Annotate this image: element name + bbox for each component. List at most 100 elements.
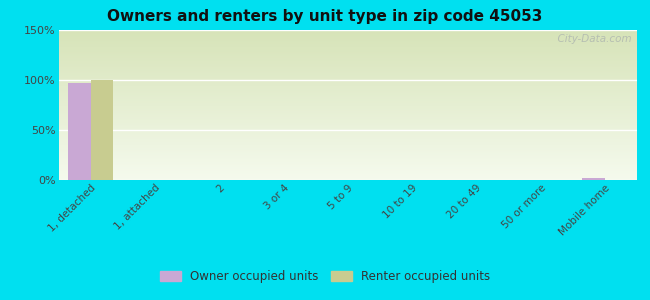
Bar	[58, 177, 637, 178]
Bar	[58, 147, 637, 148]
Bar	[58, 67, 637, 68]
Bar	[58, 146, 637, 147]
Bar	[58, 55, 637, 56]
Bar	[58, 88, 637, 89]
Bar	[58, 57, 637, 58]
Bar	[58, 35, 637, 36]
Bar	[58, 39, 637, 40]
Bar	[58, 94, 637, 95]
Bar	[58, 164, 637, 165]
Bar	[58, 108, 637, 109]
Bar	[58, 106, 637, 107]
Bar	[58, 65, 637, 66]
Bar	[58, 103, 637, 104]
Bar	[58, 33, 637, 34]
Bar	[58, 126, 637, 127]
Bar	[58, 44, 637, 45]
Bar	[58, 111, 637, 112]
Bar	[58, 40, 637, 41]
Bar	[58, 63, 637, 64]
Bar	[58, 162, 637, 163]
Bar	[58, 154, 637, 155]
Bar	[68, 83, 90, 180]
Bar	[58, 109, 637, 110]
Bar	[58, 166, 637, 167]
Bar	[58, 143, 637, 144]
Bar	[58, 112, 637, 113]
Bar	[58, 43, 637, 44]
Bar	[58, 178, 637, 179]
Bar	[58, 32, 637, 33]
Bar	[58, 120, 637, 121]
Bar	[58, 124, 637, 125]
Bar	[58, 60, 637, 61]
Bar	[58, 90, 637, 91]
Bar	[58, 56, 637, 57]
Bar	[58, 72, 637, 73]
Bar	[58, 110, 637, 111]
Bar	[58, 105, 637, 106]
Bar	[58, 31, 637, 32]
Bar	[58, 66, 637, 67]
Bar	[58, 157, 637, 158]
Bar	[58, 172, 637, 173]
Bar	[58, 98, 637, 99]
Bar	[58, 83, 637, 84]
Bar	[58, 92, 637, 93]
Bar	[58, 62, 637, 63]
Bar	[58, 104, 637, 105]
Bar	[58, 45, 637, 46]
Bar	[58, 81, 637, 82]
Bar	[58, 142, 637, 143]
Bar	[58, 100, 637, 101]
Bar	[58, 75, 637, 76]
Bar	[58, 61, 637, 62]
Bar	[58, 174, 637, 175]
Bar	[58, 77, 637, 78]
Bar	[58, 48, 637, 49]
Bar	[58, 41, 637, 42]
Bar	[58, 51, 637, 52]
Bar	[58, 58, 637, 59]
Bar	[58, 30, 637, 31]
Bar	[58, 76, 637, 77]
Bar	[58, 86, 637, 87]
Bar	[58, 161, 637, 162]
Bar	[58, 115, 637, 116]
Bar	[58, 68, 637, 69]
Bar	[58, 85, 637, 86]
Bar	[58, 73, 637, 74]
Bar	[58, 159, 637, 160]
Bar	[58, 119, 637, 120]
Bar	[58, 179, 637, 180]
Bar	[58, 173, 637, 174]
Bar	[58, 69, 637, 70]
Bar	[58, 129, 637, 130]
Bar	[58, 95, 637, 96]
Bar	[58, 144, 637, 145]
Bar	[58, 49, 637, 50]
Bar	[58, 149, 637, 150]
Bar	[58, 122, 637, 123]
Bar	[58, 169, 637, 170]
Bar	[58, 87, 637, 88]
Bar	[58, 80, 637, 81]
Bar	[58, 71, 637, 72]
Bar	[58, 82, 637, 83]
Bar	[58, 59, 637, 60]
Bar	[58, 168, 637, 169]
Bar	[58, 165, 637, 166]
Bar	[58, 97, 637, 98]
Bar	[58, 79, 637, 80]
Bar	[58, 140, 637, 141]
Bar	[58, 113, 637, 114]
Bar	[58, 116, 637, 117]
Bar	[58, 89, 637, 90]
Bar	[58, 171, 637, 172]
Bar	[58, 148, 637, 149]
Bar	[58, 78, 637, 79]
Bar	[58, 125, 637, 126]
Bar	[58, 155, 637, 156]
Bar	[58, 136, 637, 137]
Bar	[58, 130, 637, 131]
